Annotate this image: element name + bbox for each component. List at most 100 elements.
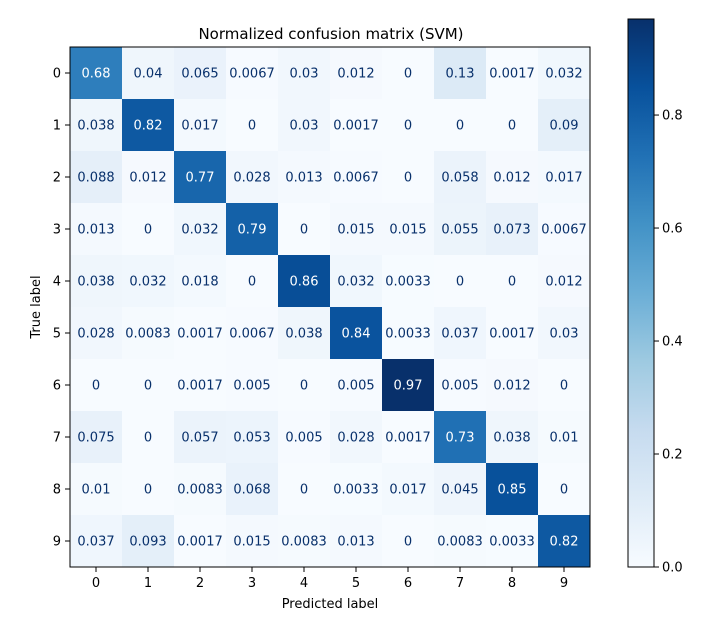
- matrix-cell: [122, 359, 175, 412]
- matrix-cell: [434, 151, 487, 204]
- x-tick-label: 3: [248, 576, 256, 591]
- matrix-cell: [538, 151, 591, 204]
- cell-value-label: 0.0017: [385, 431, 431, 446]
- x-tick-label: 7: [456, 576, 464, 591]
- matrix-cell: [538, 515, 591, 568]
- cell-value-label: 0.005: [285, 431, 322, 446]
- cell-value-label: 0.82: [550, 535, 579, 550]
- colorbar: [627, 18, 655, 568]
- cell-value-label: 0.84: [342, 327, 371, 342]
- matrix-cell: [70, 411, 123, 464]
- matrix-cell: [382, 359, 435, 412]
- matrix-cell: [434, 515, 487, 568]
- matrix-cell: [122, 463, 175, 516]
- cell-value-label: 0.0017: [489, 67, 535, 82]
- cell-value-label: 0: [92, 379, 100, 394]
- matrix-cell: [486, 47, 539, 100]
- matrix-cell: [278, 47, 331, 100]
- cell-value-label: 0.0083: [281, 535, 327, 550]
- cell-value-label: 0.012: [337, 67, 374, 82]
- cell-value-label: 0: [456, 275, 464, 290]
- matrix-cell: [330, 203, 383, 256]
- matrix-cell: [434, 463, 487, 516]
- cell-value-label: 0.86: [290, 275, 319, 290]
- cell-value-label: 0.037: [441, 327, 478, 342]
- matrix-cell-labels: 0.68 0.04 0.065 0.0067 0.03 0.012 0 0.13 0.0017 0…: [77, 67, 586, 550]
- x-tick-label: 1: [144, 576, 152, 591]
- cell-value-label: 0.015: [233, 535, 270, 550]
- cell-value-label: 0: [144, 379, 152, 394]
- cell-value-label: 0.0067: [541, 223, 587, 238]
- matrix-cell: [486, 463, 539, 516]
- cell-value-label: 0.0033: [333, 483, 379, 498]
- matrix-cell: [174, 463, 227, 516]
- matrix-cell: [226, 411, 279, 464]
- matrix-cell: [382, 307, 435, 360]
- y-tick-label: 0: [53, 67, 61, 82]
- cell-value-label: 0: [508, 275, 516, 290]
- x-axis-ticks: 0 1 2 3 4 5 6 7 8 9: [92, 567, 568, 591]
- cell-value-label: 0.032: [337, 275, 374, 290]
- x-tick-label: 5: [352, 576, 360, 591]
- cell-value-label: 0.038: [77, 119, 114, 134]
- cell-value-label: 0.088: [77, 171, 114, 186]
- matrix-cell: [486, 255, 539, 308]
- y-tick-label: 3: [53, 223, 61, 238]
- cell-value-label: 0.038: [77, 275, 114, 290]
- matrix-cell: [278, 203, 331, 256]
- cell-value-label: 0.68: [82, 67, 111, 82]
- matrix-cell: [174, 307, 227, 360]
- matrix-cell: [226, 515, 279, 568]
- matrix-cell: [486, 203, 539, 256]
- cell-value-label: 0: [508, 119, 516, 134]
- matrix-cell: [538, 411, 591, 464]
- matrix-cell: [486, 411, 539, 464]
- cell-value-label: 0.012: [493, 379, 530, 394]
- cell-value-label: 0.053: [233, 431, 270, 446]
- matrix-cell: [174, 47, 227, 100]
- matrix-cell: [226, 255, 279, 308]
- cell-value-label: 0.03: [290, 119, 319, 134]
- cell-value-label: 0.79: [238, 223, 267, 238]
- matrix-frame: [69, 46, 591, 568]
- cell-value-label: 0.032: [181, 223, 218, 238]
- cell-value-label: 0: [560, 379, 568, 394]
- cell-value-label: 0.85: [498, 483, 527, 498]
- matrix-cell: [330, 47, 383, 100]
- cell-value-label: 0.005: [233, 379, 270, 394]
- y-tick-label: 4: [53, 275, 61, 290]
- cell-value-label: 0: [300, 483, 308, 498]
- colorbar-tick-label: 0.8: [662, 109, 683, 124]
- x-tick-label: 2: [196, 576, 204, 591]
- cell-value-label: 0: [144, 223, 152, 238]
- cell-value-label: 0.0067: [229, 67, 275, 82]
- matrix-cell: [538, 47, 591, 100]
- matrix-cell: [486, 359, 539, 412]
- y-tick-label: 2: [53, 171, 61, 186]
- x-tick-label: 4: [300, 576, 308, 591]
- cell-value-label: 0.075: [77, 431, 114, 446]
- matrix-cell: [278, 151, 331, 204]
- matrix-cell: [226, 47, 279, 100]
- cell-value-label: 0.0017: [177, 327, 223, 342]
- matrix-cell: [382, 47, 435, 100]
- cell-value-label: 0.01: [82, 483, 111, 498]
- matrix-cell: [174, 203, 227, 256]
- matrix-cells: [70, 47, 591, 568]
- matrix-cell: [122, 203, 175, 256]
- matrix-cell: [226, 203, 279, 256]
- colorbar-tick-label: 0.6: [662, 222, 683, 237]
- matrix-cell: [434, 255, 487, 308]
- matrix-cell: [70, 359, 123, 412]
- colorbar-tick-label: 0.0: [662, 561, 683, 576]
- matrix-cell: [70, 463, 123, 516]
- matrix-cell: [278, 255, 331, 308]
- matrix-cell: [434, 203, 487, 256]
- matrix-cell: [382, 99, 435, 152]
- cell-value-label: 0.13: [446, 67, 475, 82]
- matrix-cell: [70, 47, 123, 100]
- matrix-cell: [434, 307, 487, 360]
- cell-value-label: 0.97: [394, 379, 423, 394]
- matrix-cell: [226, 359, 279, 412]
- matrix-cell: [382, 411, 435, 464]
